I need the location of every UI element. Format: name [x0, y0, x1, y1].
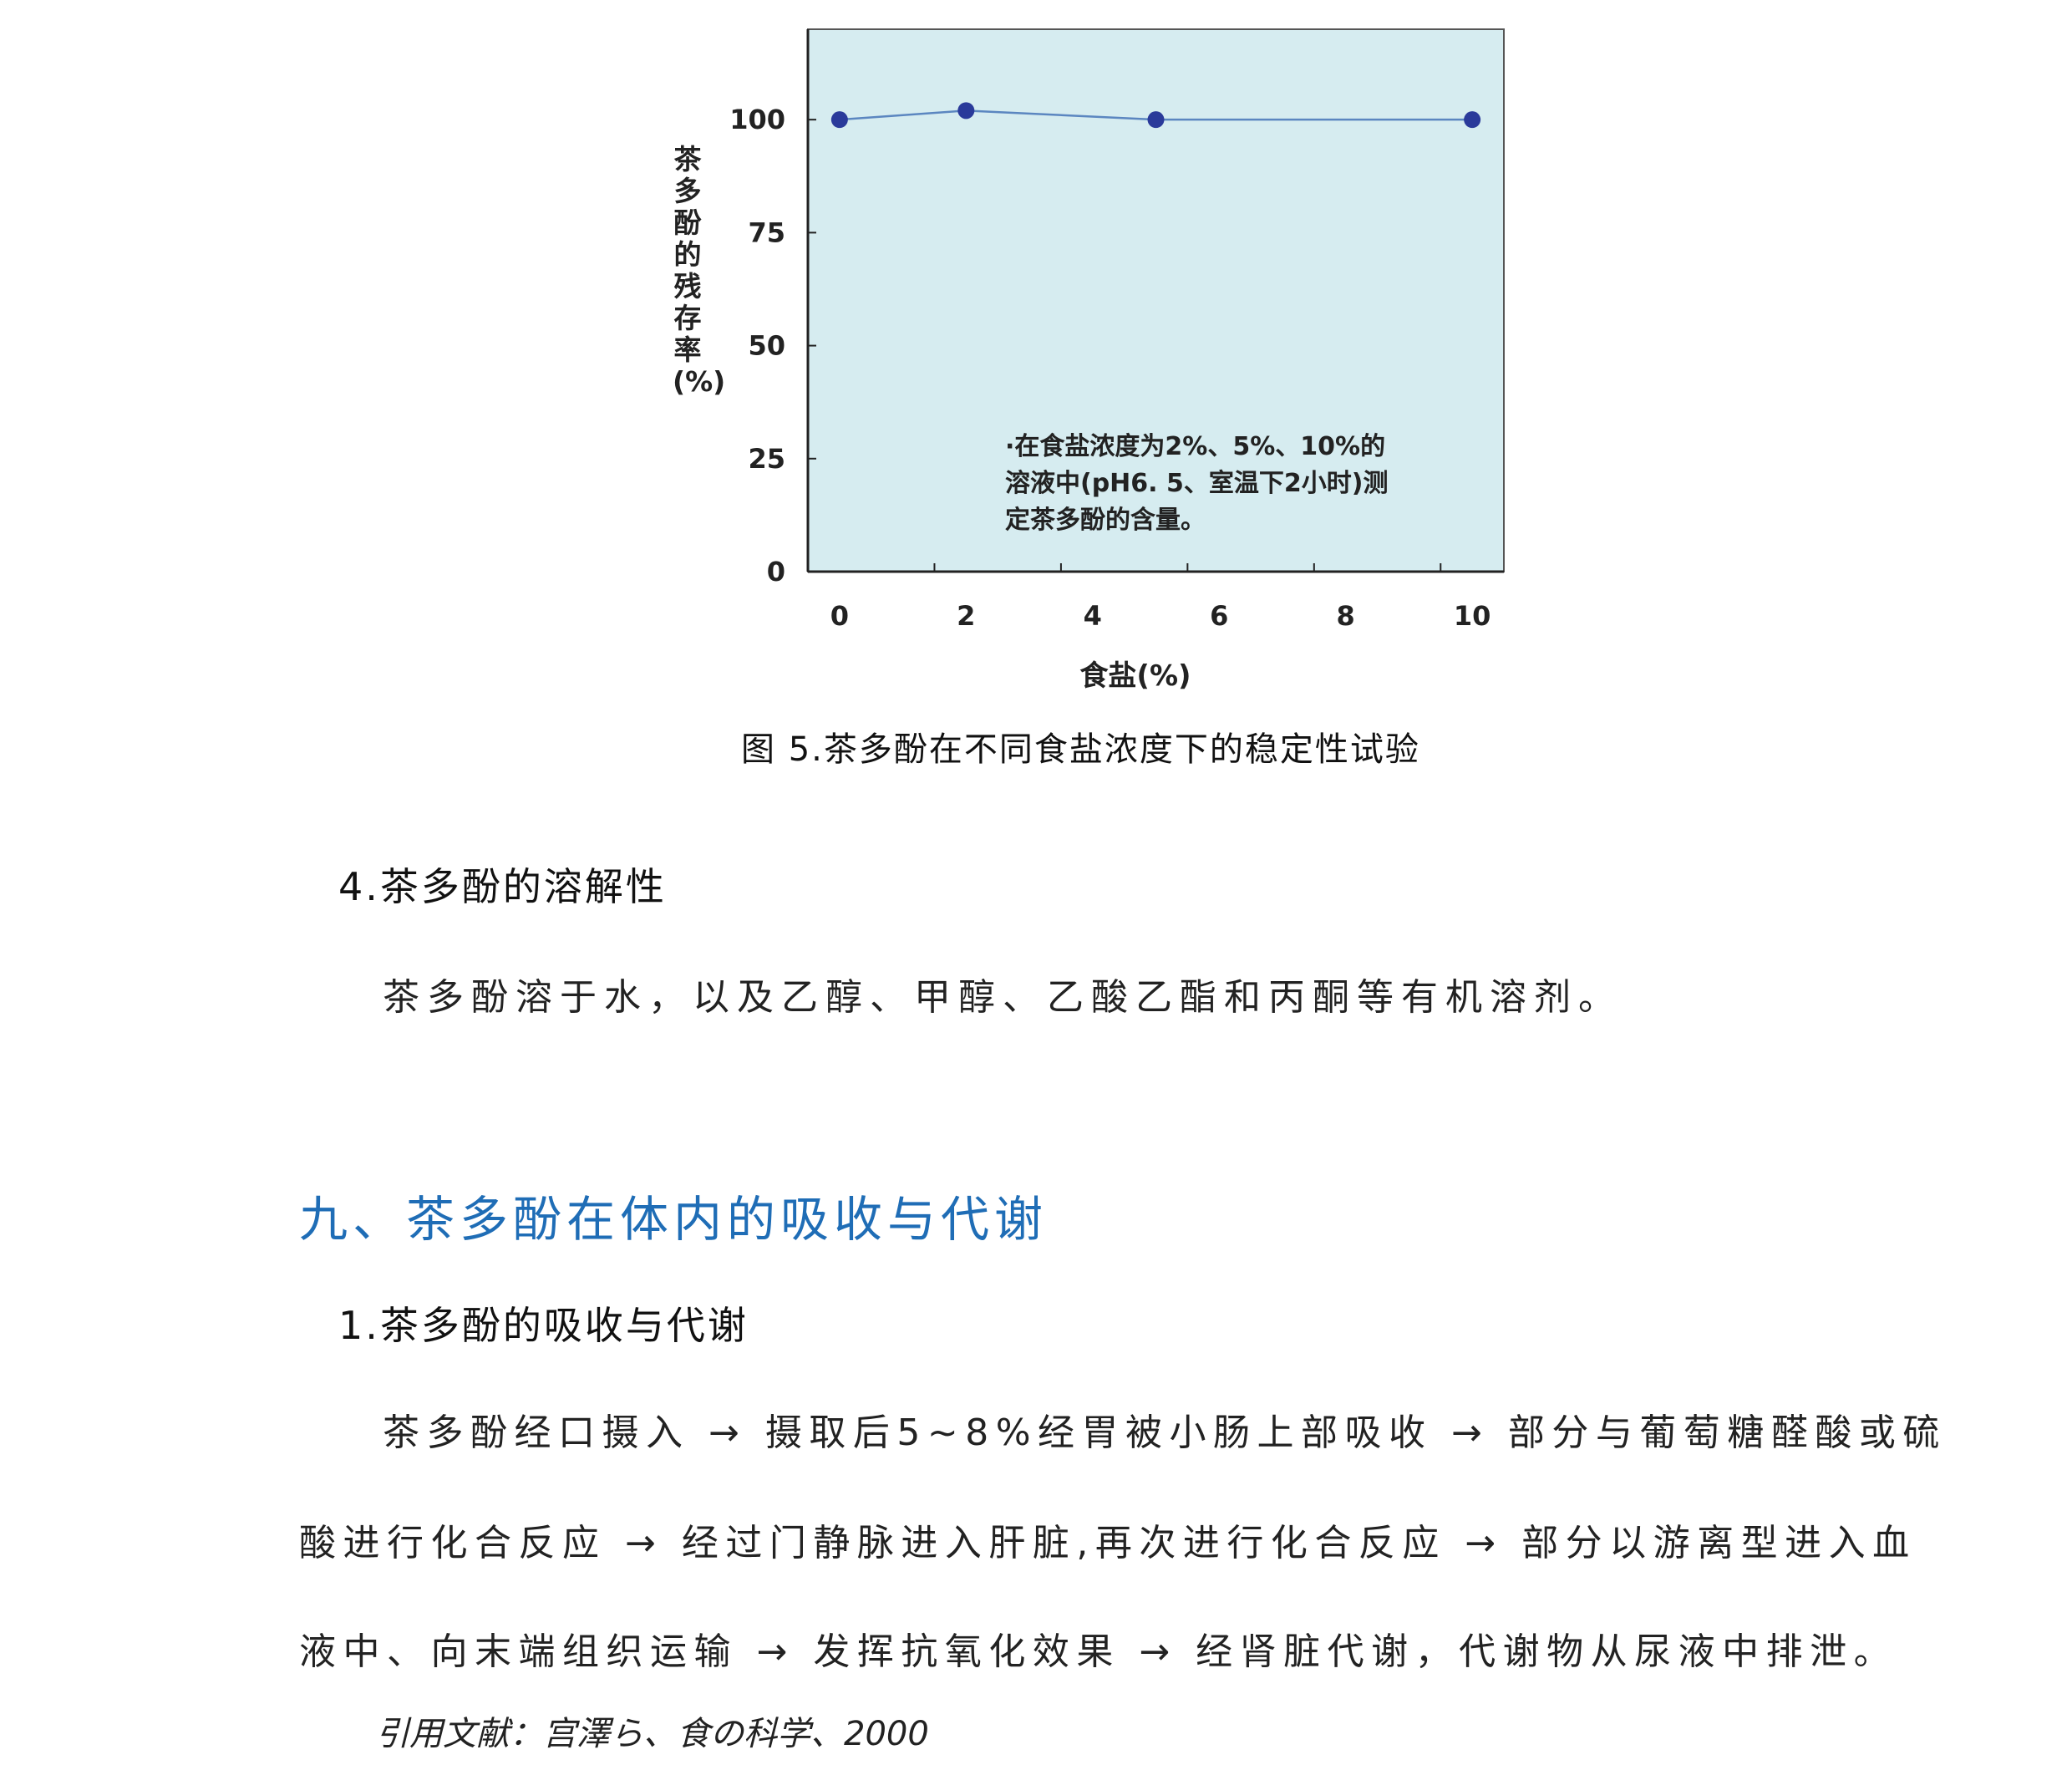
subsection-heading-absorption: 1.茶多酚的吸收与代谢: [338, 1303, 749, 1348]
annotation-line: 定茶多酚的含量。: [1005, 506, 1206, 535]
figure-caption: 图 5.茶多酚在不同食盐浓度下的稳定性试验: [741, 730, 1420, 769]
paragraph-line: 液中、向末端组织运输 → 发挥抗氧化效果 → 经肾脏代谢，代谢物从尿液中排泄。: [299, 1630, 1898, 1673]
section-heading-solubility: 4.茶多酚的溶解性: [338, 864, 667, 909]
x-tick-label: 10: [1454, 600, 1491, 632]
y-tick-label: 100: [729, 104, 785, 135]
x-axis-label: 食盐(%): [1079, 659, 1191, 693]
data-point: [957, 102, 975, 120]
y-tick-label: 25: [748, 443, 785, 475]
paragraph-line: 茶多酚经口摄入 → 摄取后5~8%经胃被小肠上部吸收 → 部分与葡萄糖醛酸或硫: [383, 1411, 1947, 1454]
y-tick-label: 0: [767, 556, 785, 587]
solubility-paragraph: 茶多酚溶于水，以及乙醇、甲醇、乙酸乙酯和丙酮等有机溶剂。: [383, 976, 1623, 1019]
annotation-line: 溶液中(pH6. 5、室温下2小时)测: [1005, 469, 1388, 498]
y-axis-label: 茶多酚的残存率(%): [673, 143, 726, 398]
x-tick-label: 2: [957, 600, 975, 632]
chapter-heading: 九、茶多酚在体内的吸收与代谢: [299, 1191, 1049, 1248]
paragraph-line: 酸进行化合反应 → 经过门静脉进入肝脏,再次进行化合反应 → 部分以游离型进入血: [299, 1522, 1917, 1564]
data-point: [1147, 111, 1165, 129]
citation: 引用文献：宫澤ら、食の科学、2000: [376, 1715, 929, 1753]
x-tick-label: 6: [1210, 600, 1228, 632]
y-tick-label: 50: [748, 330, 785, 362]
data-point: [830, 111, 848, 129]
series-line: [839, 109, 1473, 121]
y-tick-label: 75: [748, 216, 785, 248]
x-tick-label: 0: [830, 600, 849, 632]
annotation-line: ·在食盐浓度为2%、5%、10%的: [1005, 432, 1385, 461]
x-tick-label: 8: [1337, 600, 1355, 632]
salt-stability-chart: 0 25 50 75 100 0 2 4 6 8 10 食盐(%) ·在食盐浓度为2%、5%、10%的溶…: [729, 28, 1505, 693]
data-point: [1464, 111, 1481, 129]
x-tick-label: 4: [1084, 600, 1102, 632]
